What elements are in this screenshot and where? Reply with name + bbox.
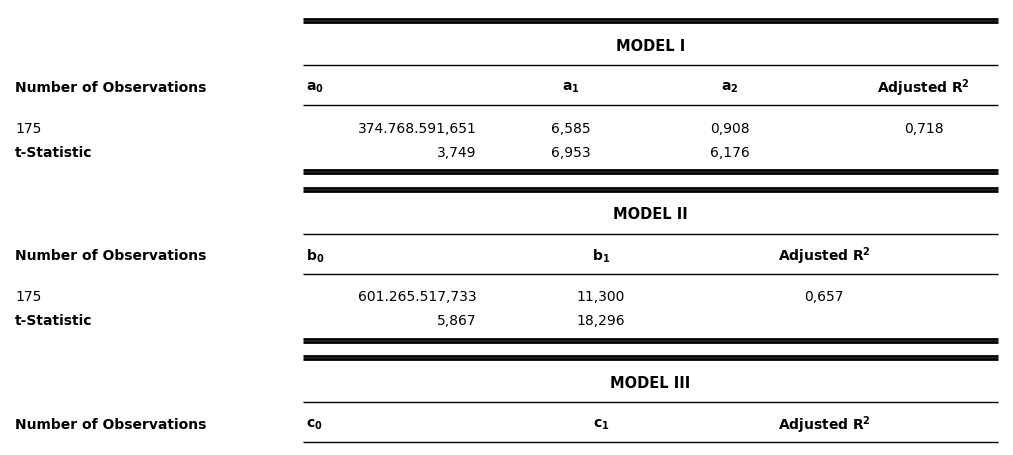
Text: Number of Observations: Number of Observations	[15, 249, 207, 263]
Text: 374.768.591,651: 374.768.591,651	[358, 121, 477, 135]
Text: 18,296: 18,296	[576, 313, 625, 328]
Text: $\mathbf{b_{1}}$: $\mathbf{b_{1}}$	[592, 247, 610, 264]
Text: MODEL III: MODEL III	[610, 375, 691, 390]
Text: 3,749: 3,749	[438, 146, 477, 159]
Text: 6,953: 6,953	[551, 146, 591, 159]
Text: 6,176: 6,176	[710, 146, 750, 159]
Text: $\mathbf{a_{0}}$: $\mathbf{a_{0}}$	[306, 81, 324, 95]
Text: $\mathbf{b_{0}}$: $\mathbf{b_{0}}$	[306, 247, 324, 264]
Text: 175: 175	[15, 121, 42, 135]
Text: $\mathbf{c_{0}}$: $\mathbf{c_{0}}$	[306, 417, 322, 431]
Text: 601.265.517,733: 601.265.517,733	[358, 289, 477, 303]
Text: $\mathbf{a_{1}}$: $\mathbf{a_{1}}$	[562, 81, 579, 95]
Text: t-Statistic: t-Statistic	[15, 313, 92, 328]
Text: 5,867: 5,867	[437, 313, 477, 328]
Text: 0,908: 0,908	[710, 121, 750, 135]
Text: $\mathbf{Adjusted\ R^{2}}$: $\mathbf{Adjusted\ R^{2}}$	[877, 77, 969, 98]
Text: $\mathbf{Adjusted\ R^{2}}$: $\mathbf{Adjusted\ R^{2}}$	[778, 245, 870, 267]
Text: Number of Observations: Number of Observations	[15, 81, 207, 95]
Text: $\mathbf{c_{1}}$: $\mathbf{c_{1}}$	[593, 417, 609, 431]
Text: 11,300: 11,300	[576, 289, 625, 303]
Text: $\mathbf{Adjusted\ R^{2}}$: $\mathbf{Adjusted\ R^{2}}$	[778, 413, 870, 435]
Text: 175: 175	[15, 289, 42, 303]
Text: MODEL I: MODEL I	[616, 39, 685, 54]
Text: 0,657: 0,657	[804, 289, 844, 303]
Text: 6,585: 6,585	[551, 121, 591, 135]
Text: Number of Observations: Number of Observations	[15, 417, 207, 431]
Text: t-Statistic: t-Statistic	[15, 146, 92, 159]
Text: $\mathbf{a_{2}}$: $\mathbf{a_{2}}$	[721, 81, 738, 95]
Text: MODEL II: MODEL II	[613, 207, 688, 222]
Text: 0,718: 0,718	[904, 121, 943, 135]
